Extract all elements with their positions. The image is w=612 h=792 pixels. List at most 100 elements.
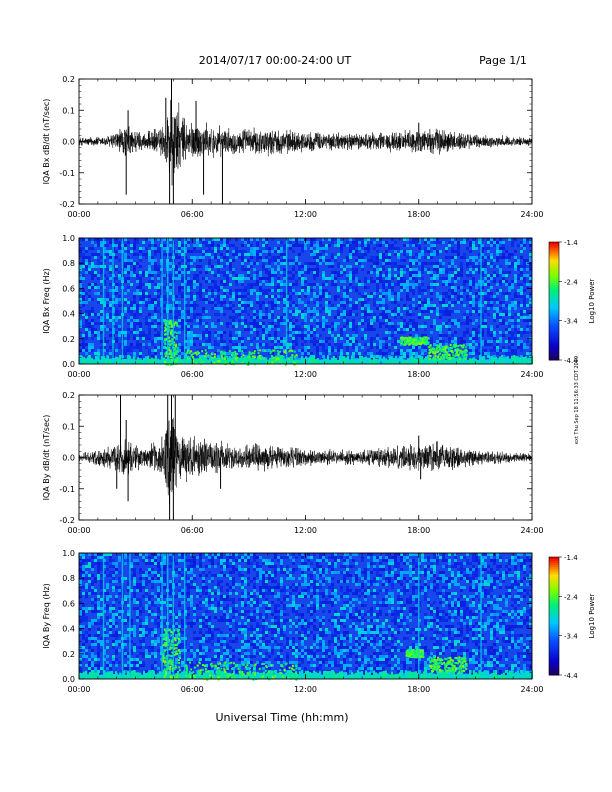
spectrogram-cell <box>334 340 337 343</box>
power-enhancement <box>176 358 179 361</box>
spectrogram-cell <box>268 253 271 256</box>
spectrogram-cell <box>352 352 355 355</box>
spectrogram-cell <box>430 292 433 295</box>
spectrogram-cell <box>412 304 415 307</box>
spectrogram-cell <box>244 301 247 304</box>
spectrogram-cell <box>442 262 445 265</box>
spectrogram-cell <box>325 304 328 307</box>
spectrogram-cell <box>277 283 280 286</box>
spectrogram-cell <box>265 289 268 292</box>
spectrogram-cell <box>427 238 430 241</box>
spectrogram-cell <box>376 301 379 304</box>
spectrogram-cell <box>205 268 208 271</box>
spectrogram-cell <box>145 322 148 325</box>
spectrogram-cell <box>241 340 244 343</box>
spectrogram-cell <box>100 331 103 334</box>
spectrogram-cell <box>496 289 499 292</box>
spectrogram-cell <box>151 262 154 265</box>
spectrogram-cell <box>286 331 289 334</box>
spectrogram-cell <box>280 250 283 253</box>
spectrogram-cell <box>202 307 205 310</box>
spectrogram-cell <box>355 262 358 265</box>
spectrogram-cell <box>439 328 442 331</box>
low-freq-band <box>315 359 317 364</box>
spectrogram-cell <box>157 238 160 241</box>
power-enhancement <box>168 329 171 332</box>
spectrogram-cell <box>508 289 511 292</box>
spectrogram-cell <box>253 250 256 253</box>
colorbar-segment <box>549 265 559 269</box>
power-enhancement <box>423 340 426 343</box>
low-freq-band <box>197 358 199 364</box>
spectrogram-cell <box>364 295 367 298</box>
spectrogram-cell <box>466 247 469 250</box>
power-enhancement <box>288 350 291 353</box>
low-freq-band <box>335 359 337 364</box>
spectrogram-cell <box>385 304 388 307</box>
spectrogram-cell <box>253 556 256 559</box>
spectrogram-cell <box>91 349 94 352</box>
power-enhancement <box>435 347 438 350</box>
spectrogram-cell <box>475 307 478 310</box>
power-enhancement <box>186 349 189 352</box>
spectrogram-cell <box>394 262 397 265</box>
spectrogram-cell <box>235 343 238 346</box>
spectrogram-cell <box>142 556 145 559</box>
spectrogram-cell <box>163 274 166 277</box>
low-freq-band <box>105 358 107 364</box>
colorbar-segment <box>549 352 559 355</box>
spectrogram-cell <box>205 253 208 256</box>
spectrogram-cell <box>298 301 301 304</box>
spectrogram-cell <box>337 274 340 277</box>
spectrogram-cell <box>505 304 508 307</box>
spectrogram-cell <box>403 325 406 328</box>
spectrogram-cell <box>433 247 436 250</box>
power-enhancement <box>166 352 169 355</box>
spectrogram-cell <box>376 277 379 280</box>
spectrogram-cell <box>475 319 478 322</box>
spectrogram-cell <box>316 349 319 352</box>
spectrogram-cell <box>493 307 496 310</box>
low-freq-band <box>131 358 133 364</box>
spectrogram-cell <box>283 283 286 286</box>
spectrogram-cell <box>85 265 88 268</box>
spectrogram-cell <box>82 334 85 337</box>
spectrogram-cell <box>382 283 385 286</box>
spectrogram-cell <box>244 238 247 241</box>
spectrogram-cell <box>250 304 253 307</box>
spectrogram-cell <box>421 352 424 355</box>
spectrogram-cell <box>148 268 151 271</box>
spectrogram-cell <box>184 328 187 331</box>
spectrogram-cell <box>253 316 256 319</box>
spectrogram-cell <box>292 340 295 343</box>
spectrogram-cell <box>304 349 307 352</box>
spectrogram-cell <box>523 277 526 280</box>
spectrogram-cell <box>139 331 142 334</box>
spectrogram-cell <box>211 553 214 556</box>
spectrogram-cell <box>502 274 505 277</box>
spectrogram-cell <box>118 274 121 277</box>
low-freq-band <box>257 356 259 364</box>
spectrogram-cell <box>268 283 271 286</box>
power-enhancement <box>447 347 450 350</box>
spectrogram-cell <box>373 343 376 346</box>
spectrogram-cell <box>433 268 436 271</box>
spectrogram-cell <box>226 304 229 307</box>
spectrogram-cell <box>82 256 85 259</box>
spectrogram-cell <box>322 238 325 241</box>
spectrogram-cell <box>208 331 211 334</box>
spectrogram-cell <box>238 298 241 301</box>
power-enhancement <box>401 338 404 341</box>
spectrogram-cell <box>265 307 268 310</box>
power-enhancement <box>465 353 468 356</box>
spectrogram-cell <box>109 316 112 319</box>
spectrogram-cell <box>106 340 109 343</box>
spectrogram-cell <box>511 343 514 346</box>
power-enhancement <box>173 336 176 339</box>
spectrogram-cell <box>181 244 184 247</box>
spectrogram-cell <box>508 328 511 331</box>
spectrogram-cell <box>346 322 349 325</box>
spectrogram-cell <box>187 268 190 271</box>
power-enhancement <box>410 342 413 345</box>
spectrogram-cell <box>514 280 517 283</box>
